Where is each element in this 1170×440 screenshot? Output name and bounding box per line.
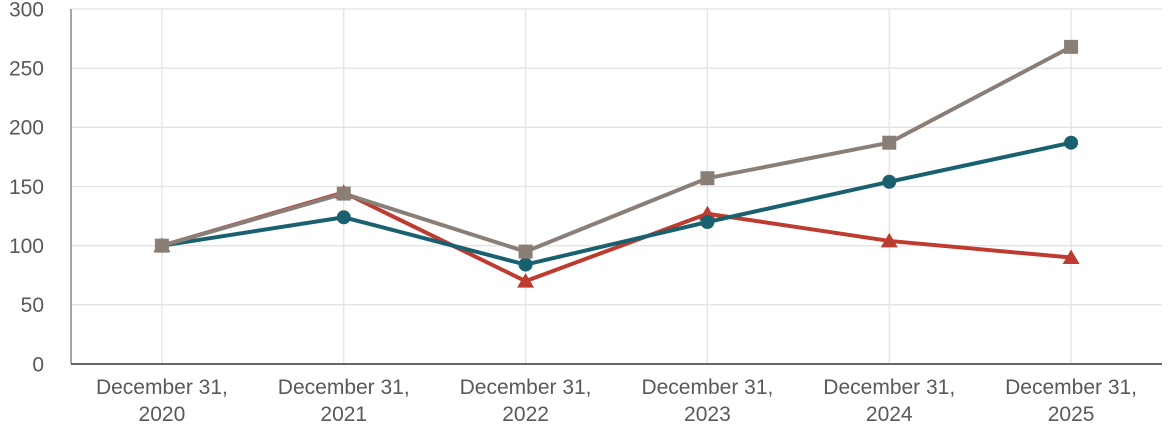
teal-circle-series-marker [336, 210, 351, 225]
red-triangle-series-marker [880, 232, 898, 248]
teal-circle-series-marker [1064, 135, 1079, 150]
y-tick-label: 100 [9, 235, 44, 258]
y-tick-label: 300 [9, 0, 44, 21]
x-tick-label: December 31, 2021 [278, 376, 410, 426]
gray-square-series-marker [882, 135, 897, 150]
x-tick-label: December 31, 2022 [460, 376, 592, 426]
red-triangle-series-marker [517, 273, 535, 288]
gray-square-series-marker [154, 238, 169, 253]
y-tick-label: 150 [9, 176, 44, 199]
x-tick-label: December 31, 2025 [1005, 376, 1137, 426]
gray-square-series-line [159, 44, 1074, 254]
teal-circle-series-marker [518, 257, 533, 272]
y-tick-label: 200 [9, 117, 44, 140]
gray-square-series-marker [1064, 39, 1079, 54]
x-tick-label: December 31, 2024 [823, 376, 955, 426]
gray-square-series-marker [518, 244, 533, 259]
gray-square-series-marker [700, 171, 715, 186]
y-tick-label: 250 [9, 58, 44, 81]
teal-circle-series-line [159, 140, 1074, 267]
x-tick-label: December 31, 2020 [96, 376, 228, 426]
red-triangle-series-marker [1062, 249, 1080, 264]
y-tick-label: 0 [32, 353, 44, 376]
teal-circle-series-marker [882, 174, 897, 189]
teal-circle-series-marker [700, 215, 715, 229]
x-tick-label: December 31, 2023 [641, 376, 773, 426]
y-tick-label: 50 [21, 294, 44, 317]
gray-square-series-marker [336, 186, 351, 201]
